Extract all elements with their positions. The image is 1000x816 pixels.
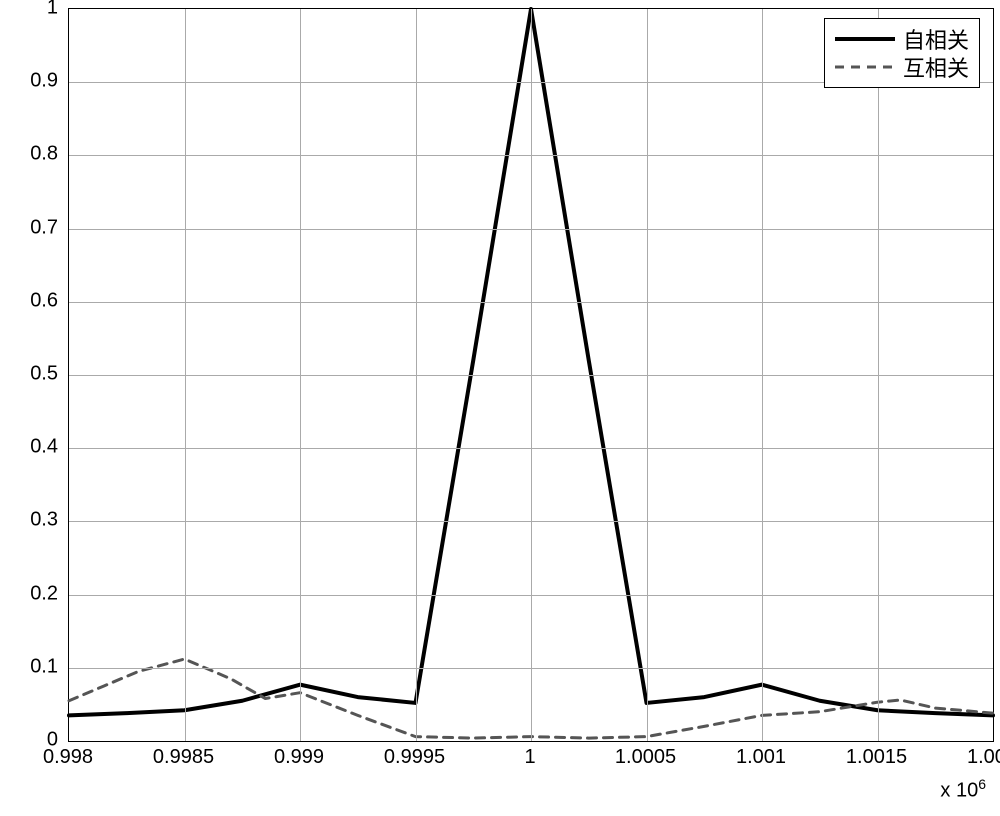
exponent-prefix: x 10: [940, 780, 978, 802]
y-tick-label: 0.7: [0, 216, 58, 239]
y-tick-label: 0.5: [0, 363, 58, 386]
x-tick-label: 1.001: [736, 746, 786, 769]
grid-line-horizontal: [69, 668, 993, 669]
y-tick-label: 0.2: [0, 582, 58, 605]
grid-line-horizontal: [69, 521, 993, 522]
y-tick-label: 0.1: [0, 655, 58, 678]
plot-area: [68, 8, 994, 742]
x-tick-label: 0.9985: [153, 746, 214, 769]
x-tick-label: 0.999: [274, 746, 324, 769]
y-tick-label: 0.3: [0, 509, 58, 532]
y-tick-label: 0.6: [0, 289, 58, 312]
legend-row: 互相关: [835, 53, 969, 81]
x-tick-label: 1.0015: [846, 746, 907, 769]
exponent-power: 6: [978, 776, 986, 792]
legend-label: 互相关: [903, 51, 969, 83]
x-tick-label: 1.0005: [615, 746, 676, 769]
grid-line-horizontal: [69, 229, 993, 230]
grid-line-horizontal: [69, 302, 993, 303]
x-axis-exponent: x 106: [940, 776, 986, 803]
y-tick-label: 0: [0, 729, 58, 752]
y-tick-label: 1: [0, 0, 58, 20]
x-tick-label: 1.002: [967, 746, 1000, 769]
legend-line-swatch: [835, 29, 895, 49]
legend-row: 自相关: [835, 25, 969, 53]
y-tick-label: 0.4: [0, 436, 58, 459]
y-tick-label: 0.8: [0, 143, 58, 166]
grid-line-horizontal: [69, 448, 993, 449]
legend-box: 自相关互相关: [824, 18, 980, 88]
x-tick-label: 0.9995: [384, 746, 445, 769]
grid-line-horizontal: [69, 375, 993, 376]
chart-container: 自相关互相关 x 106 0.9980.99850.9990.999511.00…: [0, 0, 1000, 816]
grid-line-horizontal: [69, 155, 993, 156]
grid-line-horizontal: [69, 595, 993, 596]
x-tick-label: 1: [524, 746, 535, 769]
y-tick-label: 0.9: [0, 70, 58, 93]
legend-line-swatch: [835, 57, 895, 77]
